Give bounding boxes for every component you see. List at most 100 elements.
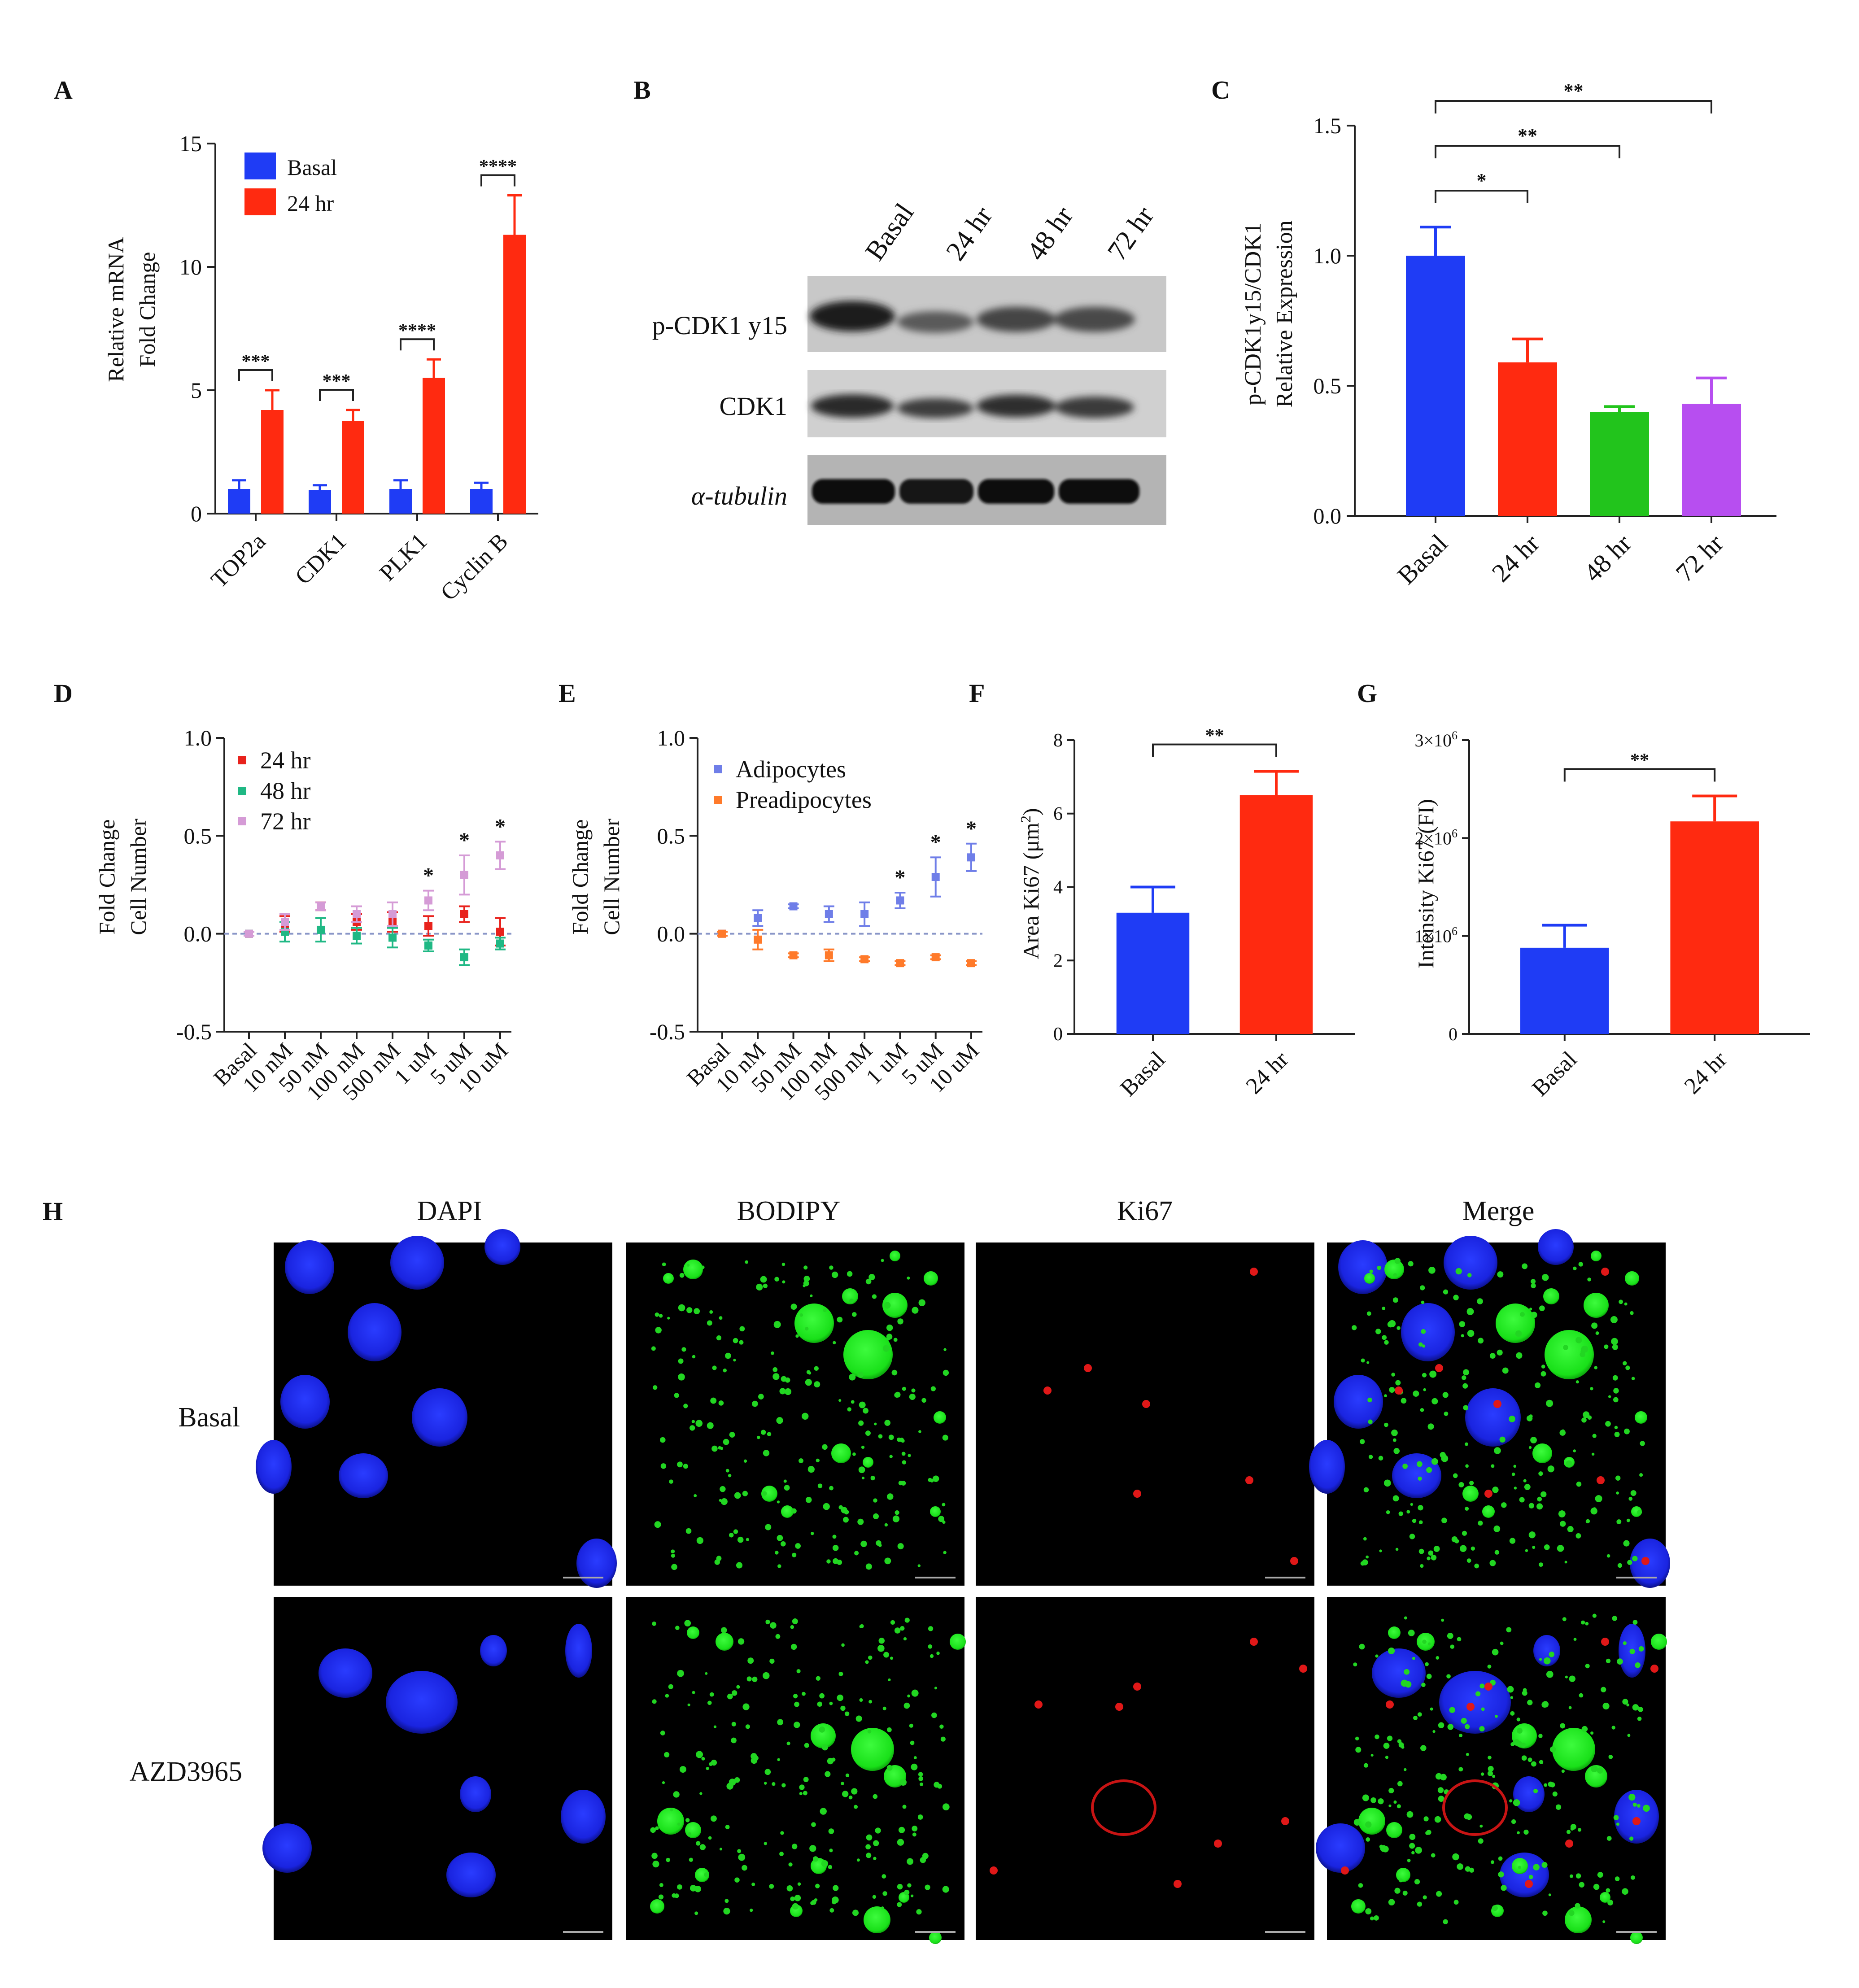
- lipid-speck: [699, 1844, 706, 1850]
- lipid-speck: [1597, 1767, 1603, 1774]
- bar-basal-plk1: [389, 489, 412, 514]
- panel-c-bars: [1406, 226, 1741, 516]
- lipid-speck: [1392, 1495, 1399, 1502]
- point-adipocytes-1-um: [896, 896, 904, 905]
- lipid-speck: [1632, 1802, 1637, 1807]
- panel-g-ytick-label: 3×106: [1414, 729, 1458, 750]
- lipid-speck: [890, 1657, 893, 1660]
- lipid-speck: [1378, 1456, 1383, 1461]
- lipid-droplet: [1386, 1822, 1402, 1838]
- significance-stars: **: [1205, 726, 1224, 746]
- lipid-speck: [1428, 1267, 1436, 1274]
- panel-e-points: * * *: [717, 817, 977, 968]
- lipid-speck: [1408, 1261, 1414, 1267]
- significance-stars-cyclin-b: ****: [479, 157, 517, 177]
- panel-h: H DAPI BODIPY Ki67 Merge Basal AZD3965: [43, 1196, 1670, 1944]
- lipid-speck: [833, 1341, 836, 1344]
- lipid-speck: [1602, 1920, 1606, 1923]
- lipid-speck: [942, 1503, 946, 1507]
- lipid-speck: [1501, 1885, 1507, 1891]
- point-preadipocytes-100-nm: [825, 951, 833, 959]
- lipid-speck: [1366, 1837, 1370, 1842]
- lipid-speck: [845, 1773, 850, 1778]
- lipid-speck: [1402, 1463, 1408, 1469]
- lipid-speck: [1479, 1683, 1485, 1689]
- lipid-speck: [873, 1857, 877, 1860]
- lipid-speck: [1404, 1616, 1407, 1620]
- lipid-speck: [726, 1783, 733, 1790]
- lipid-speck: [841, 1782, 844, 1785]
- lipid-droplet: [851, 1728, 894, 1771]
- lipid-speck: [1547, 1465, 1554, 1473]
- lipid-speck: [1626, 1518, 1630, 1522]
- lipid-speck: [1525, 1549, 1528, 1552]
- lipid-speck: [1393, 1447, 1400, 1454]
- lipid-speck: [769, 1884, 774, 1889]
- lipid-speck: [920, 1857, 926, 1863]
- lipid-droplet: [1351, 1899, 1366, 1914]
- lipid-speck: [671, 1564, 677, 1570]
- lipid-speck: [1495, 1714, 1498, 1718]
- lipid-droplet: [950, 1634, 966, 1650]
- lipid-speck: [655, 1327, 662, 1334]
- lipid-speck: [684, 1620, 691, 1627]
- significance-stars-top2a: ***: [242, 351, 270, 372]
- lipid-speck: [685, 1528, 692, 1534]
- lipid-speck: [863, 1408, 868, 1414]
- point-72-hr-500-nm: [388, 910, 397, 918]
- lipid-speck: [1613, 1397, 1619, 1403]
- lipid-droplet: [1358, 1808, 1385, 1835]
- lipid-speck: [1387, 1735, 1393, 1741]
- lipid-speck: [1538, 1734, 1543, 1738]
- point-72-hr-100-nm: [353, 910, 361, 918]
- lipid-speck: [1612, 1344, 1618, 1350]
- lipid-speck: [1563, 1345, 1568, 1351]
- lipid-speck: [1614, 1431, 1620, 1437]
- lipid-droplet: [1364, 1273, 1375, 1284]
- significance-label-1: **: [1518, 125, 1537, 147]
- lipid-speck: [1637, 1510, 1642, 1515]
- bar-basal-cyclin-b: [470, 489, 493, 514]
- lipid-speck: [720, 1486, 726, 1492]
- lipid-speck: [1488, 1756, 1492, 1760]
- panel-a-ytick-label: 0: [191, 501, 202, 526]
- lipid-speck: [1362, 1794, 1369, 1801]
- lipid-speck: [799, 1784, 805, 1790]
- lipid-speck: [687, 1832, 692, 1836]
- lipid-speck: [921, 1398, 926, 1403]
- lipid-speck: [865, 1430, 871, 1436]
- lipid-speck: [752, 1676, 758, 1683]
- lipid-speck: [868, 1274, 875, 1281]
- nucleus: [280, 1375, 330, 1429]
- lipid-speck: [886, 1324, 893, 1331]
- lipid-speck: [675, 1626, 680, 1630]
- lipid-speck: [912, 1307, 919, 1314]
- lipid-speck: [1382, 1335, 1387, 1340]
- panel-f-ytick-label: 8: [1053, 730, 1063, 751]
- lipid-speck: [1396, 1804, 1401, 1809]
- panel-a-legend: Basal 24 hr: [244, 153, 337, 216]
- legend-label-24-hr: 24 hr: [260, 747, 311, 774]
- lipid-speck: [904, 1889, 910, 1895]
- lipid-speck: [828, 1828, 834, 1834]
- lipid-speck: [1562, 1617, 1567, 1622]
- lipid-speck: [1363, 1487, 1369, 1493]
- lipid-speck: [734, 1877, 740, 1883]
- lipid-speck: [792, 1552, 797, 1557]
- lipid-speck: [912, 1826, 918, 1831]
- panel-g-ytick-exponent: 6: [1452, 729, 1458, 742]
- lipid-speck: [1413, 1715, 1418, 1720]
- lipid-speck: [891, 1369, 898, 1376]
- lipid-droplet: [1600, 1892, 1610, 1903]
- lipid-speck: [1511, 1472, 1515, 1476]
- lipid-speck: [1478, 1838, 1484, 1844]
- lipid-speck: [1401, 1679, 1408, 1687]
- legend-marker-72-hr: [238, 817, 246, 825]
- lipid-speck: [782, 1280, 785, 1284]
- lipid-speck: [1365, 1908, 1372, 1914]
- lipid-speck: [709, 1692, 714, 1697]
- lipid-speck: [1414, 1879, 1420, 1885]
- lipid-droplet: [663, 1273, 674, 1284]
- lipid-speck: [1384, 1422, 1388, 1427]
- lipid-speck: [1404, 1768, 1407, 1771]
